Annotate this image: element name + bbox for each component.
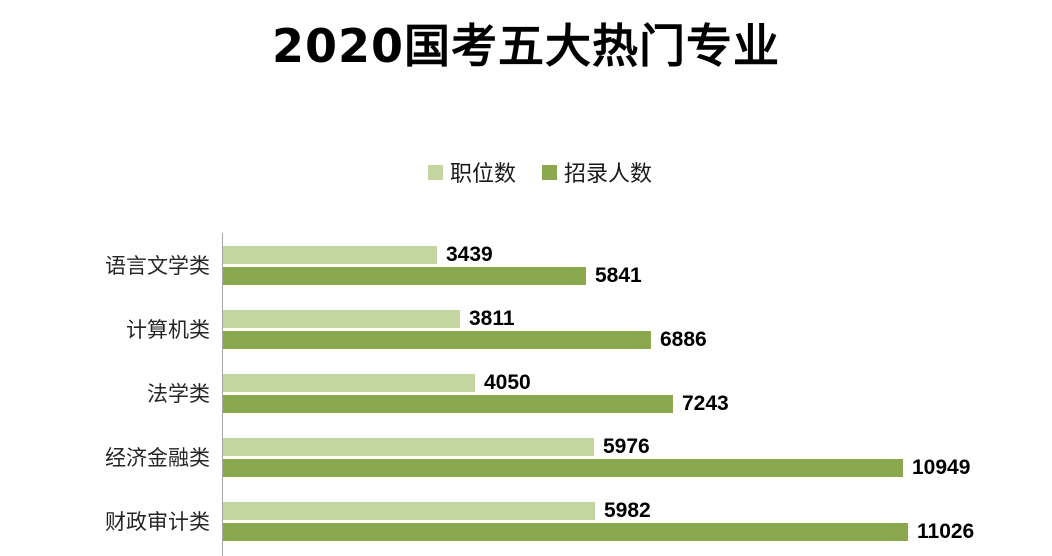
category-label: 计算机类	[126, 318, 210, 342]
value-label: 5841	[595, 263, 642, 287]
bar-positions	[223, 437, 594, 456]
category-label: 语言文学类	[105, 254, 210, 278]
bar-positions	[223, 373, 475, 392]
bar-line: 11026	[223, 519, 1052, 543]
value-label: 11026	[917, 519, 975, 543]
category-label: 经济金融类	[105, 446, 210, 470]
bar-group: 5982 11026	[222, 498, 1052, 543]
value-label: 5976	[603, 434, 650, 458]
legend-item-positions: 职位数	[427, 156, 516, 188]
chart-row: 财政审计类 5982 11026	[0, 489, 1052, 553]
legend-label-recruits: 招录人数	[564, 161, 653, 186]
bar-line: 3811	[223, 306, 1052, 330]
bar-positions	[223, 309, 460, 328]
chart-title: 2020国考五大热门专业	[271, 19, 781, 73]
bar-line: 4050	[223, 370, 1052, 394]
bar-positions	[223, 245, 437, 264]
bar-recruits	[223, 330, 651, 349]
category-label: 法学类	[147, 382, 210, 406]
bar-recruits	[223, 394, 673, 413]
chart-row: 经济金融类 5976 10949	[0, 425, 1052, 489]
value-label: 10949	[912, 455, 971, 479]
bar-recruits	[223, 458, 903, 477]
bar-group: 4050 7243	[222, 370, 1052, 415]
chart-row: 计算机类 3811 6886	[0, 297, 1052, 361]
legend-item-recruits: 招录人数	[542, 156, 652, 188]
bar-line: 5982	[223, 498, 1052, 522]
bar-line: 3439	[223, 242, 1052, 266]
bar-line: 10949	[223, 455, 1052, 479]
bar-group: 3439 5841	[222, 242, 1052, 287]
bar-recruits	[223, 266, 586, 285]
value-label: 6886	[660, 327, 707, 351]
category-label: 财政审计类	[105, 510, 210, 534]
bar-group: 5976 10949	[222, 434, 1052, 479]
value-label: 7243	[682, 391, 729, 415]
value-label: 5982	[604, 498, 651, 522]
legend-label-positions: 职位数	[449, 161, 516, 186]
value-label: 4050	[484, 370, 531, 394]
y-axis-line	[222, 233, 223, 556]
bar-line: 5976	[223, 434, 1052, 458]
legend-swatch-positions	[427, 164, 443, 180]
bar-positions	[223, 501, 595, 520]
bar-recruits	[223, 522, 908, 541]
chart-rows: 语言文学类 3439 5841 计算机类 3811 6886 法学类 4050 7243 经济金融…	[0, 233, 1052, 553]
bar-line: 7243	[223, 391, 1052, 415]
value-label: 3439	[446, 242, 493, 266]
legend-swatch-recruits	[542, 164, 557, 180]
plot-area: 语言文学类 3439 5841 计算机类 3811 6886 法学类 4050 7243 经济金融…	[0, 233, 1052, 556]
chart-row: 语言文学类 3439 5841	[0, 233, 1052, 297]
bar-group: 3811 6886	[222, 306, 1052, 351]
chart-legend: 职位数 招录人数	[14, 156, 1052, 188]
chart-row: 法学类 4050 7243	[0, 361, 1052, 425]
value-label: 3811	[469, 306, 515, 330]
bar-line: 6886	[223, 327, 1052, 351]
bar-line: 5841	[223, 263, 1052, 287]
